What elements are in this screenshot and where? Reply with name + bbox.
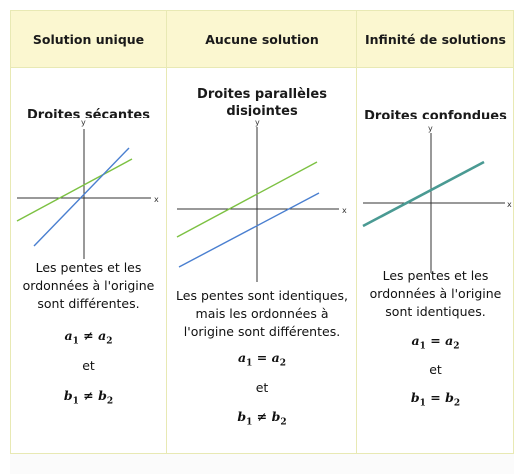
blue-line xyxy=(33,147,130,247)
y-axis-label: y xyxy=(255,118,260,127)
equation-a-equal: a1 = a2 xyxy=(238,350,286,369)
column-no-solution: Aucune solution Droites parallèles disjo… xyxy=(166,11,357,453)
systems-table: Solution unique Droites sécantes x y Les… xyxy=(10,10,514,454)
y-axis-label: y xyxy=(428,124,433,133)
header-infinite-solutions: Infinité de solutions xyxy=(365,31,506,47)
equation-a-unequal: a1 ≠ a2 xyxy=(64,328,113,347)
graph-parallel-lines: x y xyxy=(176,118,347,282)
equation-b-equal: b1 = b2 xyxy=(410,390,461,409)
header-no-solution: Aucune solution xyxy=(205,31,319,47)
x-axis-label: x xyxy=(507,200,512,209)
table-header-row xyxy=(11,11,513,68)
x-axis-label: x xyxy=(154,195,159,204)
green-line xyxy=(16,158,133,222)
green-line xyxy=(176,161,318,238)
subtitle-parallel: Droites parallèles disjointes xyxy=(197,87,327,116)
description-coincident: Les pentes et les ordonnées à l'origine … xyxy=(369,268,502,319)
subtitle-secant: Droites sécantes xyxy=(27,108,150,118)
equation-b-unequal: b1 ≠ b2 xyxy=(237,409,287,428)
equation-b-unequal: b1 ≠ b2 xyxy=(63,388,114,407)
footer-strip xyxy=(10,454,514,474)
et-label: et xyxy=(82,358,95,373)
column-unique-solution: Solution unique Droites sécantes x y Les… xyxy=(11,11,166,453)
y-axis-label: y xyxy=(81,119,86,127)
graph-coincident-lines: x y xyxy=(362,124,512,273)
column-infinite-solutions: Infinité de solutions Droites confondues… xyxy=(356,11,514,453)
blue-line xyxy=(178,192,320,268)
et-label: et xyxy=(255,380,269,395)
graph-secant-lines: x y xyxy=(16,119,159,259)
description-secant: Les pentes et les ordonnées à l'origine … xyxy=(22,260,155,311)
equation-a-equal: a1 = a2 xyxy=(411,333,460,352)
subtitle-coincident: Droites confondues xyxy=(364,109,507,119)
et-label: et xyxy=(429,362,442,377)
coincident-line xyxy=(362,160,485,228)
description-parallel: Les pentes sont identiques, mais les ord… xyxy=(176,288,348,339)
x-axis-label: x xyxy=(342,206,347,215)
header-unique-solution: Solution unique xyxy=(32,31,145,47)
